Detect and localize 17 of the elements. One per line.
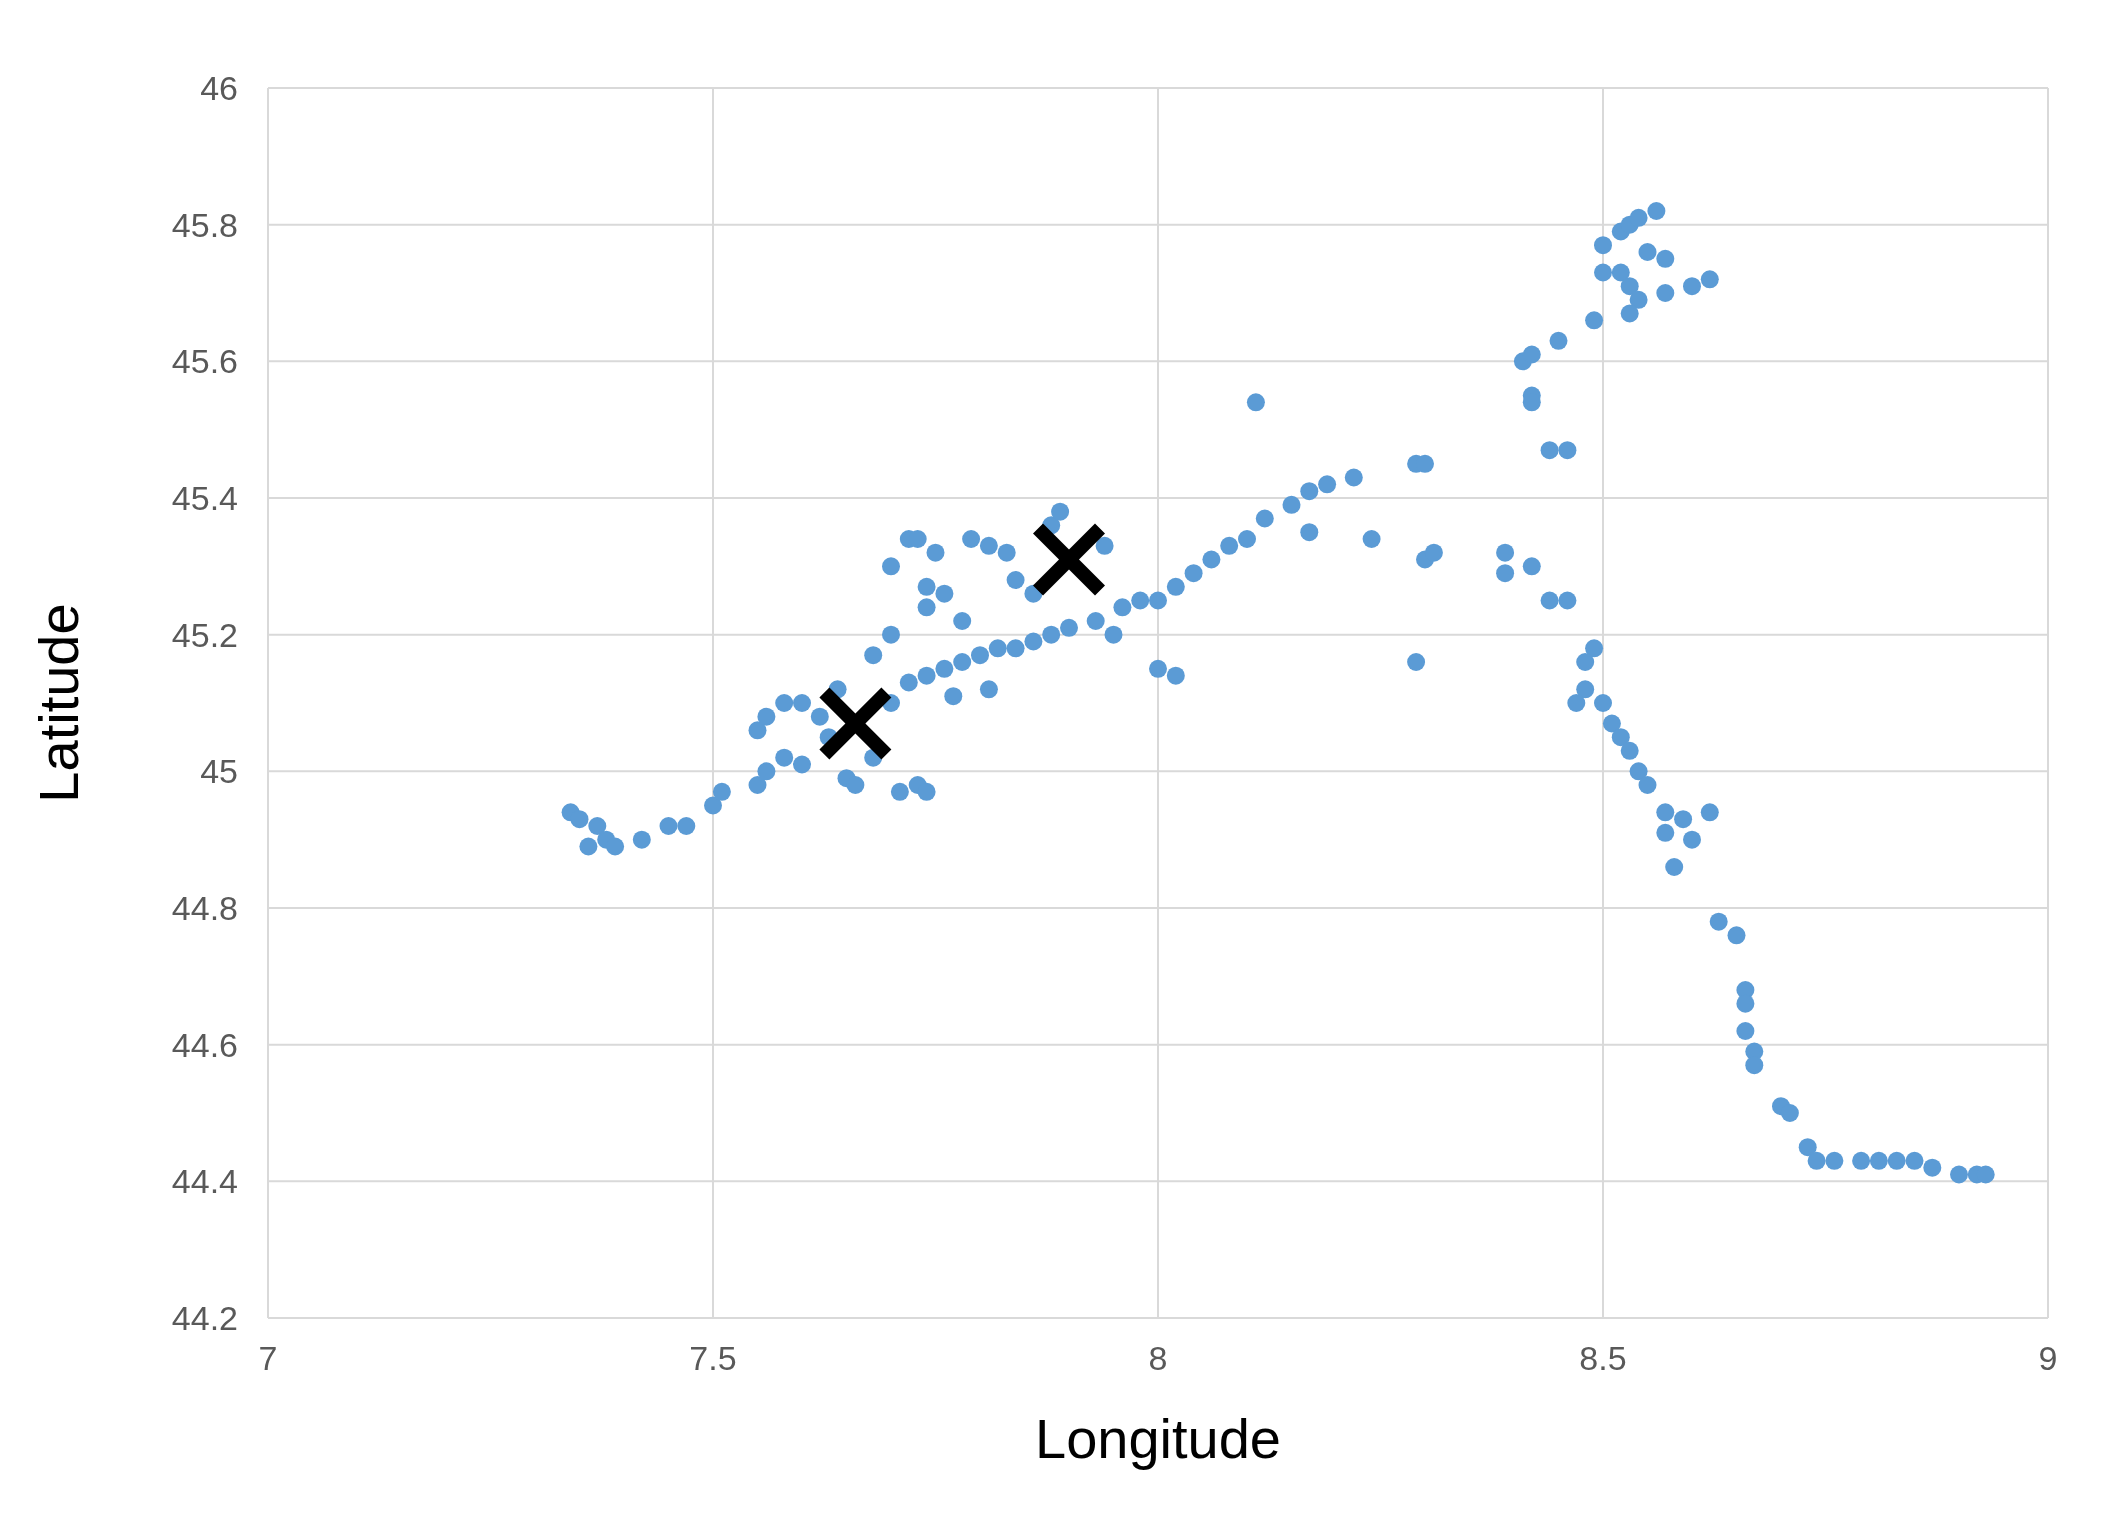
x-tick-label: 9 <box>2038 1339 2058 1378</box>
y-tick-label: 45.8 <box>171 205 238 244</box>
y-tick-label: 44.2 <box>171 1299 238 1338</box>
y-tick-label: 44.4 <box>171 1162 238 1201</box>
y-tick-label: 45.6 <box>171 342 238 381</box>
y-tick-label: 44.8 <box>171 889 238 928</box>
y-tick-label: 45.4 <box>171 479 238 518</box>
y-tick-label: 45 <box>200 752 238 791</box>
x-tick-label: 7.5 <box>689 1339 737 1378</box>
y-axis-title: Latitude <box>26 603 90 803</box>
y-tick-label: 44.6 <box>171 1025 238 1064</box>
x-tick-label: 8 <box>1148 1339 1168 1378</box>
x-tick-label: 7 <box>258 1339 278 1378</box>
x-tick-label: 8.5 <box>1579 1339 1627 1378</box>
y-tick-label: 46 <box>200 69 238 108</box>
x-axis-title: Longitude <box>1034 1407 1282 1470</box>
y-tick-label: 45.2 <box>171 615 238 654</box>
